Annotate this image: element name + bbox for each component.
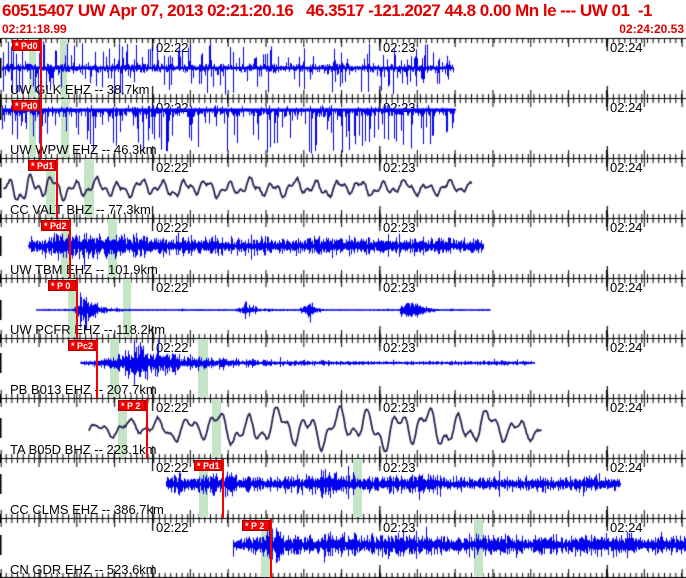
- waveform-canvas-glk[interactable]: [0, 38, 686, 98]
- trace-row-clms[interactable]: 02:2202:2302:24CC CLMS EHZ -- 386.7km* P…: [0, 458, 686, 518]
- trace-row-wpw[interactable]: 02:2202:2302:24UW WPW EHZ -- 46.3km* Pd0: [0, 98, 686, 158]
- station-label: UW WPW EHZ -- 46.3km: [10, 142, 157, 157]
- pick-flag[interactable]: * Pd1: [194, 460, 222, 471]
- waveform-canvas-valt[interactable]: [0, 158, 686, 218]
- station-label: UW GLK EHZ -- 38.7km: [10, 82, 150, 97]
- station-label: PB B013 EHZ -- 207.7km: [10, 382, 157, 397]
- trace-row-b05d[interactable]: 02:2202:2302:24TA B05D BHZ -- 223.1km* P…: [0, 398, 686, 458]
- station-label: CC CLMS EHZ -- 386.7km: [10, 502, 164, 517]
- station-label: CN GDR EHZ -- 523.6km: [10, 562, 157, 577]
- trace-row-b013[interactable]: 02:2202:2302:24PB B013 EHZ -- 207.7km* P…: [0, 338, 686, 398]
- pick-line[interactable]: [96, 339, 98, 398]
- waveform-canvas-b013[interactable]: [0, 338, 686, 398]
- station-label: UW PCFR EHZ -- 118.2km: [10, 322, 166, 337]
- waveform-canvas-pcfr[interactable]: [0, 278, 686, 338]
- pick-line[interactable]: [146, 399, 148, 458]
- pick-flag[interactable]: * Pd0: [12, 40, 40, 51]
- pick-flag[interactable]: * Pd0: [12, 100, 40, 111]
- pick-flag[interactable]: * Pd1: [28, 160, 56, 171]
- waveform-canvas-wpw[interactable]: [0, 98, 686, 158]
- pick-line[interactable]: [69, 219, 71, 278]
- pick-flag[interactable]: * Pd2: [41, 220, 69, 231]
- station-label: CC VALT BHZ -- 77.3km: [10, 202, 151, 217]
- pick-line[interactable]: [222, 459, 224, 518]
- trace-row-tbm[interactable]: 02:2202:2302:24UW TBM EHZ -- 101.9km* Pd…: [0, 218, 686, 278]
- pick-line[interactable]: [40, 39, 42, 98]
- trace-row-glk[interactable]: 02:2202:2302:24UW GLK EHZ -- 38.7km* Pd0: [0, 38, 686, 98]
- trace-row-gdr[interactable]: 02:2202:2302:24CN GDR EHZ -- 523.6km* P …: [0, 518, 686, 578]
- pick-flag[interactable]: * P 2: [242, 520, 270, 531]
- trace-row-pcfr[interactable]: 02:2202:2302:24UW PCFR EHZ -- 118.2km* P…: [0, 278, 686, 338]
- waveform-canvas-gdr[interactable]: [0, 518, 686, 578]
- station-label: UW TBM EHZ -- 101.9km: [10, 262, 158, 277]
- pick-line[interactable]: [270, 519, 272, 578]
- pick-flag[interactable]: * Pc2: [68, 340, 96, 351]
- station-label: TA B05D BHZ -- 223.1km: [10, 442, 157, 457]
- pick-flag[interactable]: * P 2: [118, 400, 146, 411]
- waveform-canvas-tbm[interactable]: [0, 218, 686, 278]
- waveform-canvas-b05d[interactable]: [0, 398, 686, 458]
- trace-row-valt[interactable]: 02:2202:2302:24CC VALT BHZ -- 77.3km* Pd…: [0, 158, 686, 218]
- waveform-canvas-clms[interactable]: [0, 458, 686, 518]
- pick-flag[interactable]: * P 0: [48, 280, 76, 291]
- pick-line[interactable]: [76, 279, 78, 338]
- pick-line[interactable]: [40, 99, 42, 158]
- pick-line[interactable]: [56, 159, 58, 218]
